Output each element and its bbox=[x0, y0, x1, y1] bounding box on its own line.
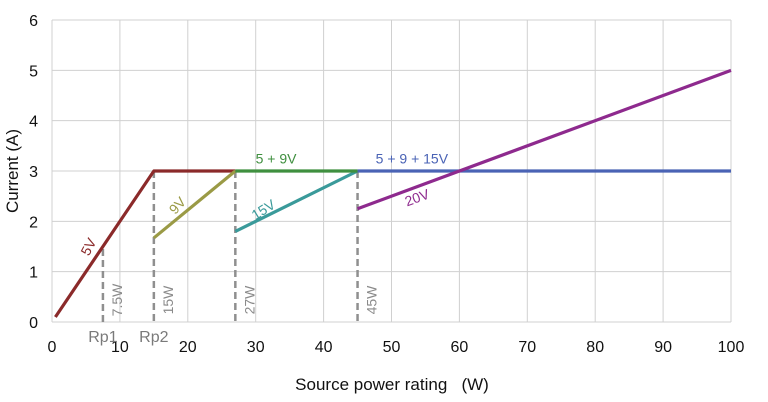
x-tick-label: 90 bbox=[654, 339, 672, 356]
x-axis-label: Source power rating (W) bbox=[295, 375, 489, 394]
series-line bbox=[54, 169, 236, 318]
x-tick-label: 70 bbox=[518, 339, 536, 356]
reference-line-bottom-label: Rp1 bbox=[88, 329, 117, 346]
reference-lines bbox=[101, 171, 359, 322]
series-lines bbox=[54, 68, 732, 318]
y-axis-label: Current (A) bbox=[3, 129, 22, 213]
series-line bbox=[152, 169, 237, 240]
x-tick-label: 50 bbox=[383, 339, 401, 356]
x-tick-label: 10 bbox=[111, 339, 129, 356]
y-tick-label: 0 bbox=[29, 315, 38, 332]
series-label: 5V bbox=[77, 235, 99, 258]
y-tick-label: 3 bbox=[29, 164, 38, 181]
x-tick-label: 100 bbox=[718, 339, 745, 356]
y-tick-label: 2 bbox=[29, 214, 38, 231]
y-tick-label: 6 bbox=[29, 13, 38, 30]
tick-labels: 0 10 20 30 40 50 60 70 80 90 100 0 1 2 3 4 5 6 bbox=[29, 13, 744, 356]
series-label: 5 + 9V bbox=[256, 150, 298, 166]
series-line bbox=[234, 169, 359, 233]
y-tick-label: 5 bbox=[29, 63, 38, 80]
x-tick-label: 20 bbox=[179, 339, 197, 356]
y-tick-label: 4 bbox=[29, 114, 38, 131]
x-tick-label: 60 bbox=[451, 339, 469, 356]
x-tick-label: 80 bbox=[586, 339, 604, 356]
reference-line-label: 15W bbox=[160, 285, 176, 315]
reference-line-label: 7.5W bbox=[109, 283, 125, 316]
reference-labels: 7.5W Rp1 15W Rp2 27W 45W bbox=[88, 283, 379, 346]
reference-line-bottom-label: Rp2 bbox=[139, 329, 168, 346]
y-tick-label: 1 bbox=[29, 265, 38, 282]
x-tick-label: 30 bbox=[247, 339, 265, 356]
series-label: 5 + 9 + 15V bbox=[376, 150, 449, 166]
series-line bbox=[356, 68, 732, 211]
x-tick-label: 40 bbox=[315, 339, 333, 356]
reference-line-label: 45W bbox=[364, 285, 380, 315]
reference-line-label: 27W bbox=[241, 285, 257, 315]
x-tick-label: 0 bbox=[48, 339, 57, 356]
